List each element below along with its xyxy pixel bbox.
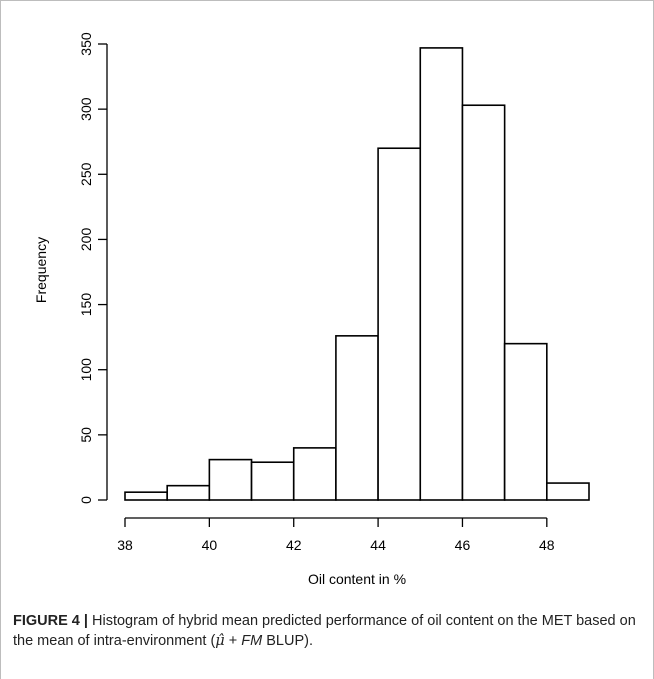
figure-caption: FIGURE 4 | Histogram of hybrid mean pred… [13, 611, 641, 651]
histogram-chart: 38 40 42 44 46 48 0 50 100 150 200 250 300 350 Oil con… [33, 32, 590, 587]
histogram-bar [503, 342, 548, 501]
y-tick-label: 300 [78, 97, 94, 121]
histogram-bar [335, 335, 379, 501]
x-tick-label: 42 [286, 537, 302, 553]
y-tick-label: 350 [78, 32, 94, 56]
x-tick-label: 48 [539, 537, 555, 553]
histogram-bar [250, 461, 295, 501]
y-tick-label: 50 [78, 427, 94, 443]
histogram-bar [377, 147, 422, 501]
histogram-bar [461, 104, 506, 501]
y-tick-label: 200 [78, 228, 94, 252]
x-tick-label: 46 [455, 537, 471, 553]
caption-text-before: Histogram of hybrid mean predicted perfo… [13, 613, 636, 649]
x-tick-label: 40 [202, 537, 218, 553]
caption-mu-hat: μ̂ [215, 633, 225, 649]
y-axis-label: Frequency [33, 237, 49, 303]
figure-label: FIGURE 4 | [13, 613, 88, 629]
x-tick-label: 44 [370, 537, 386, 553]
caption-text-after: BLUP). [262, 633, 313, 649]
histogram-bar [546, 482, 590, 501]
histogram-bar [292, 447, 337, 501]
x-axis-label: Oil content in % [308, 571, 406, 587]
histogram-bar [208, 458, 253, 501]
y-tick-label: 100 [78, 358, 94, 382]
caption-plus: + [224, 633, 242, 649]
caption-fm: FM [241, 633, 263, 649]
y-tick-label: 0 [78, 496, 94, 504]
histogram-bar [419, 47, 464, 501]
y-tick-label: 150 [78, 293, 94, 317]
histogram-bar [166, 484, 211, 501]
y-tick-label: 250 [78, 162, 94, 186]
x-tick-label: 38 [117, 537, 133, 553]
histogram-bar [124, 491, 168, 501]
